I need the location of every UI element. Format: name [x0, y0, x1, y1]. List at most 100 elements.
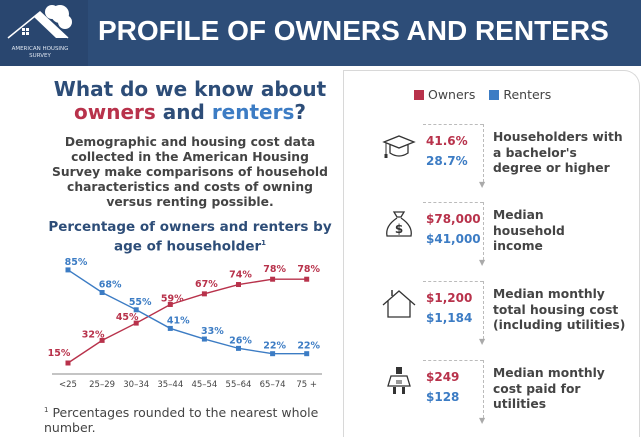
logo-text: AMERICAN HOUSING SURVEY [11, 46, 69, 59]
page-title: PROFILE OF OWNERS AND RENTERS [98, 15, 609, 46]
data-label-owners: 15% [48, 348, 71, 359]
x-tick-label: 65–74 [260, 380, 286, 390]
data-label-renters: 26% [229, 335, 252, 346]
renters-value: $128 [426, 390, 460, 404]
owners-value: 41.6% [426, 134, 468, 148]
data-point-renters [133, 307, 139, 313]
arrow-down-icon: ▼ [479, 337, 486, 346]
data-label-renters: 85% [65, 257, 88, 268]
x-tick-label: 55–64 [226, 380, 252, 390]
money-bag-icon: $ [386, 211, 412, 237]
arrow-down-icon: ▼ [479, 258, 486, 267]
data-point-renters [65, 267, 71, 273]
stat-label: Median monthly cost paid for utilities [493, 366, 605, 411]
stat-income: $ ▼ $78,000 $41,000 Median household inc… [380, 202, 635, 274]
data-label-owners: 74% [229, 270, 252, 281]
footnote-mark: 1 [261, 239, 267, 247]
legend-renters: Renters [489, 87, 551, 102]
legend-renters-label: Renters [503, 87, 552, 102]
owners-value: $1,200 [426, 291, 473, 305]
data-label-renters: 55% [129, 297, 152, 308]
question-line-2: owners and renters? [40, 101, 340, 124]
owners-swatch [414, 90, 424, 100]
intro-description: Demographic and housing cost data collec… [52, 135, 328, 209]
graduation-cap-icon [382, 135, 416, 158]
data-point-owners [167, 301, 173, 307]
owners-value: $78,000 [426, 212, 481, 226]
stat-housing-cost: ▼ $1,200 $1,184 Median monthly total hou… [380, 281, 635, 353]
x-tick-label: 35–44 [157, 380, 183, 390]
dashed-divider [423, 124, 483, 125]
line-chart: <25 25–29 30–34 35–44 45–54 55–64 65–74 75 + 15%… [48, 257, 322, 390]
legend-owners-label: Owners [428, 87, 476, 102]
data-point-renters [99, 290, 105, 296]
and-word: and [162, 100, 205, 124]
data-point-owners [65, 360, 71, 366]
data-point-owners [270, 276, 276, 282]
data-label-renters: 33% [201, 326, 224, 337]
renters-value: $1,184 [426, 311, 473, 325]
owners-value: $249 [426, 370, 460, 384]
intro-question: What do we know about owners and renters… [40, 78, 340, 124]
data-point-renters [304, 351, 310, 357]
series-line-renters [67, 269, 307, 355]
stat-label: Median monthly total housing cost (inclu… [493, 287, 626, 332]
renters-swatch [489, 90, 500, 100]
x-tick-label: 30–34 [123, 380, 149, 390]
svg-text:$: $ [395, 222, 403, 236]
owners-word: owners [74, 100, 156, 124]
data-label-owners: 59% [161, 293, 184, 304]
data-point-renters [167, 325, 173, 331]
data-point-owners [304, 276, 310, 282]
dashed-divider [483, 202, 484, 260]
renters-value: $41,000 [426, 232, 481, 246]
data-point-renters [201, 336, 207, 342]
arrow-down-icon: ▼ [479, 180, 486, 189]
x-tick-label: 25–29 [89, 380, 115, 390]
data-label-renters: 68% [99, 280, 122, 291]
dashed-divider [483, 281, 484, 339]
data-label-owners: 67% [195, 279, 218, 290]
stat-utilities: ▼ $249 $128 Median monthly cost paid for… [380, 360, 635, 432]
footnote-mark: 1 [44, 406, 49, 414]
plug-icon [387, 367, 411, 394]
stats-panel [343, 70, 640, 437]
chart-title-text: Percentage of owners and renters by age … [48, 219, 332, 255]
footnote-text: Percentages rounded to the nearest whole… [44, 405, 319, 436]
renters-value: 28.7% [426, 154, 468, 168]
data-point-owners [99, 337, 105, 343]
legend: Owners Renters [414, 87, 551, 102]
data-label-owners: 32% [82, 329, 105, 340]
dashed-divider [423, 281, 483, 282]
house-icon [382, 290, 416, 318]
stat-label: Median household income [493, 208, 565, 253]
x-tick-label: 75 + [296, 380, 317, 390]
dashed-divider [423, 202, 483, 203]
dashed-divider [483, 360, 484, 418]
data-point-owners [133, 320, 139, 326]
house-tree-logo-icon [7, 5, 72, 39]
arrow-down-icon: ▼ [479, 416, 486, 425]
stat-education: ▼ 41.6% 28.7% Householders with a bachel… [380, 124, 635, 196]
data-point-renters [236, 345, 241, 351]
data-point-owners [201, 291, 207, 297]
data-label-owners: 78% [297, 264, 320, 275]
stat-label: Householders with a bachelor's degree or… [493, 130, 623, 175]
data-label-owners: 78% [263, 264, 286, 275]
data-point-owners [236, 282, 241, 288]
dashed-divider [483, 124, 484, 182]
data-label-renters: 41% [167, 315, 190, 326]
series-line-owners [67, 278, 307, 364]
header-banner: AMERICAN HOUSING SURVEY PROFILE OF OWNER… [0, 0, 641, 66]
data-point-renters [270, 351, 276, 357]
x-tick-label: <25 [59, 380, 77, 390]
question-line: What do we know about [53, 77, 327, 101]
footnote: 1 Percentages rounded to the nearest who… [44, 403, 334, 435]
x-tick-label: 45–54 [191, 380, 217, 390]
data-label-renters: 22% [297, 341, 320, 352]
legend-owners: Owners [414, 87, 475, 102]
dashed-divider [423, 360, 483, 361]
ahs-logo: AMERICAN HOUSING SURVEY [0, 0, 88, 66]
chart-title: Percentage of owners and renters by age … [40, 219, 340, 255]
question-mark: ? [294, 100, 306, 124]
